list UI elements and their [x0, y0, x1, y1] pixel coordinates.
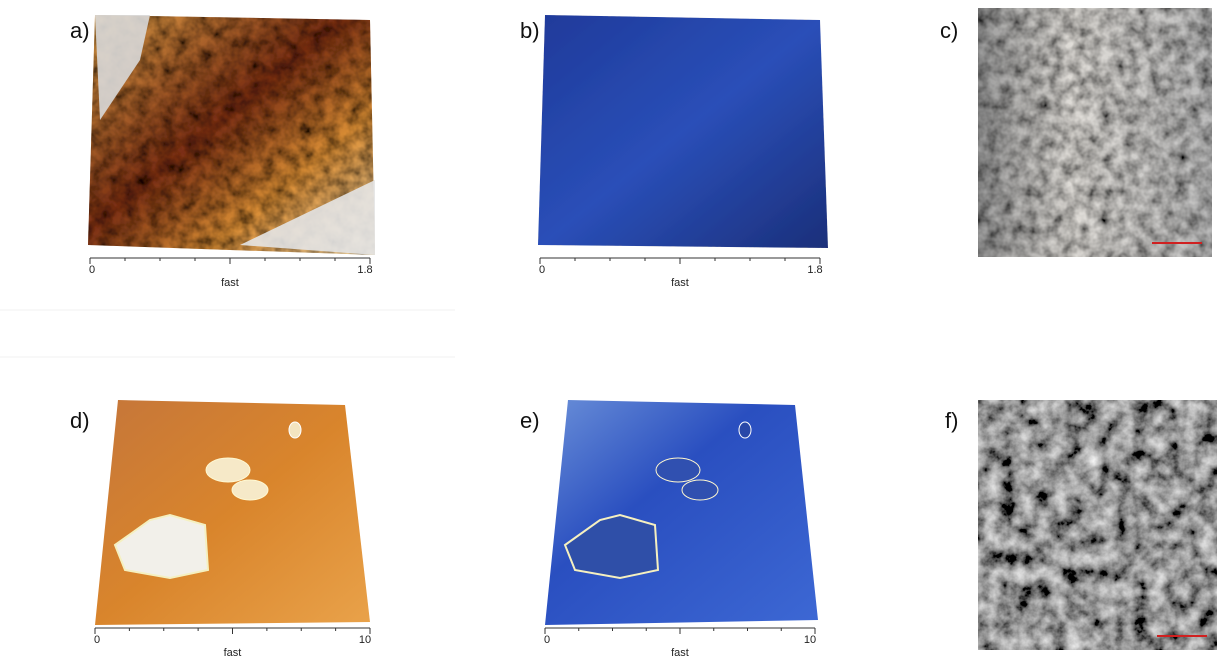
- axis-end-label: 1.8: [357, 264, 372, 276]
- surface: [95, 400, 370, 625]
- axis-title: fast: [221, 277, 239, 289]
- axis-title: fast: [671, 277, 689, 289]
- figure: a) 0 1.8 fast b) 0 1.8 fast c) d) 0 10 fast e) 0 10 fast…: [0, 0, 1219, 664]
- feature: [682, 480, 718, 500]
- axis-end-label: 10: [359, 634, 371, 646]
- axis-title: fast: [224, 647, 242, 659]
- panel-label: a): [70, 18, 90, 43]
- surface: [545, 400, 818, 625]
- axis-end-label: 1.8: [807, 264, 822, 276]
- surface: [538, 15, 828, 248]
- micrograph: [978, 8, 1212, 257]
- panel-label: b): [520, 18, 540, 43]
- feature: [232, 480, 268, 500]
- feature: [739, 422, 751, 438]
- axis-title: fast: [671, 647, 689, 659]
- feature: [206, 458, 250, 482]
- panel-label: d): [70, 408, 90, 433]
- axis-start-label: 0: [539, 264, 545, 276]
- feature: [289, 422, 301, 438]
- axis-start-label: 0: [89, 264, 95, 276]
- axis-start-label: 0: [544, 634, 550, 646]
- feature: [656, 458, 700, 482]
- axis-start-label: 0: [94, 634, 100, 646]
- panel-label: e): [520, 408, 540, 433]
- panel-label: f): [945, 408, 958, 433]
- panel-label: c): [940, 18, 958, 43]
- axis-end-label: 10: [804, 634, 816, 646]
- micrograph: [978, 400, 1217, 650]
